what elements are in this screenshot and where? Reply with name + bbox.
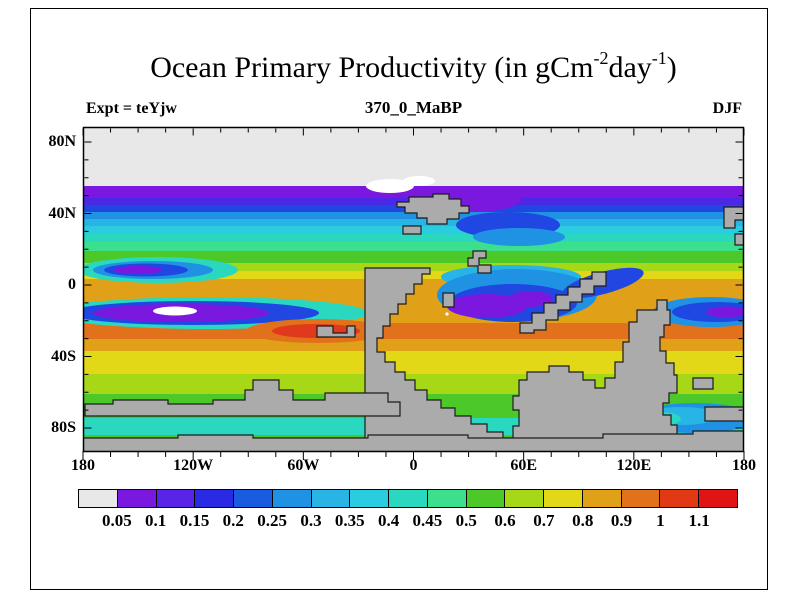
x-tick-label: 180 bbox=[732, 457, 756, 474]
x-tick-label: 60E bbox=[510, 457, 537, 474]
colorbar-level-label: 1 bbox=[656, 511, 665, 530]
x-tick-label: 120E bbox=[616, 457, 652, 474]
colorbar-cell bbox=[79, 490, 117, 507]
colorbar-level-label: 0.15 bbox=[179, 511, 210, 530]
colorbar bbox=[78, 489, 738, 508]
colorbar-cell bbox=[659, 490, 699, 507]
colorbar-level-label: 0.6 bbox=[494, 511, 516, 530]
experiment-label: Expt = teYjw bbox=[86, 100, 177, 117]
title-suffix: ) bbox=[666, 51, 677, 84]
colorbar-level-label: 0.2 bbox=[222, 511, 244, 530]
y-tick-label: 80N bbox=[48, 133, 76, 150]
colorbar-cell bbox=[116, 490, 156, 507]
land-southeast-island-1 bbox=[692, 377, 714, 390]
y-tick-label: 80S bbox=[51, 419, 76, 436]
land-mid-island bbox=[467, 250, 492, 274]
land-northeast-edge-2 bbox=[734, 233, 744, 246]
colorbar-cell bbox=[465, 490, 505, 507]
title-mid: day bbox=[608, 51, 652, 84]
axis-ticks bbox=[82, 128, 745, 460]
land-southeast-island-2 bbox=[704, 406, 744, 422]
colorbar-level-label: 0.1 bbox=[145, 511, 167, 530]
sea-white-dot bbox=[445, 312, 449, 316]
title-prefix: Ocean Primary Productivity (in gCm bbox=[150, 51, 594, 84]
y-tick-label: 40N bbox=[48, 204, 76, 222]
colorbar-cell bbox=[388, 490, 427, 507]
colorbar-level-label: 0.3 bbox=[300, 511, 322, 530]
colorbar-cell bbox=[620, 490, 660, 507]
land-antarctic-strip bbox=[83, 430, 744, 452]
colorbar-level-label: 0.7 bbox=[533, 511, 555, 530]
subtitle-age-label: 370_0_MaBP bbox=[364, 98, 463, 117]
colorbar-level-label: 1.1 bbox=[688, 511, 710, 530]
colorbar-level-label: 0.05 bbox=[101, 511, 132, 530]
colorbar-cell bbox=[194, 490, 234, 507]
colorbar-cell bbox=[271, 490, 311, 507]
colorbar-cell bbox=[698, 490, 738, 507]
colorbar-level-label: 0.4 bbox=[377, 511, 400, 530]
land-sea-islet bbox=[442, 292, 455, 308]
colorbar-level-label: 0.9 bbox=[610, 511, 633, 530]
land-hotspot-island bbox=[316, 325, 356, 338]
x-tick-label: 0 bbox=[409, 457, 418, 474]
page-title: Ocean Primary Productivity (in gCm-2day-… bbox=[83, 48, 744, 85]
colorbar-cell bbox=[426, 490, 466, 507]
land-masses bbox=[83, 193, 744, 452]
land-central-continent bbox=[364, 267, 678, 452]
title-exponent-2: -1 bbox=[651, 48, 667, 68]
x-tick-label: 60W bbox=[287, 457, 320, 474]
colorbar-cell bbox=[233, 490, 272, 507]
x-tick-label: 120W bbox=[173, 457, 214, 474]
productivity-map bbox=[82, 126, 745, 460]
x-tick-label: 180 bbox=[71, 457, 95, 474]
land-northeast-edge-1 bbox=[723, 206, 744, 229]
land-diagonal-chain bbox=[519, 271, 607, 334]
colorbar-level-label: 0.45 bbox=[412, 511, 443, 530]
season-label: DJF bbox=[712, 100, 742, 117]
y-tick-label: 0 bbox=[68, 276, 76, 293]
colorbar-cell bbox=[310, 490, 350, 507]
land-south-strip bbox=[84, 379, 401, 417]
colorbar-level-label: 0.25 bbox=[257, 511, 287, 530]
y-tick-label: 40S bbox=[51, 347, 76, 365]
land-north-islet bbox=[402, 225, 422, 235]
land-north-island bbox=[396, 193, 470, 225]
colorbar-cell bbox=[349, 490, 389, 507]
title-exponent-1: -2 bbox=[593, 48, 609, 68]
colorbar-cell bbox=[504, 490, 544, 507]
colorbar-level-label: 0.5 bbox=[455, 511, 477, 530]
colorbar-cell bbox=[543, 490, 582, 507]
colorbar-level-label: 0.35 bbox=[334, 511, 365, 530]
map-plot-area bbox=[82, 126, 745, 460]
colorbar-cell bbox=[155, 490, 195, 507]
colorbar-cell bbox=[581, 490, 621, 507]
colorbar-level-label: 0.8 bbox=[572, 511, 594, 530]
